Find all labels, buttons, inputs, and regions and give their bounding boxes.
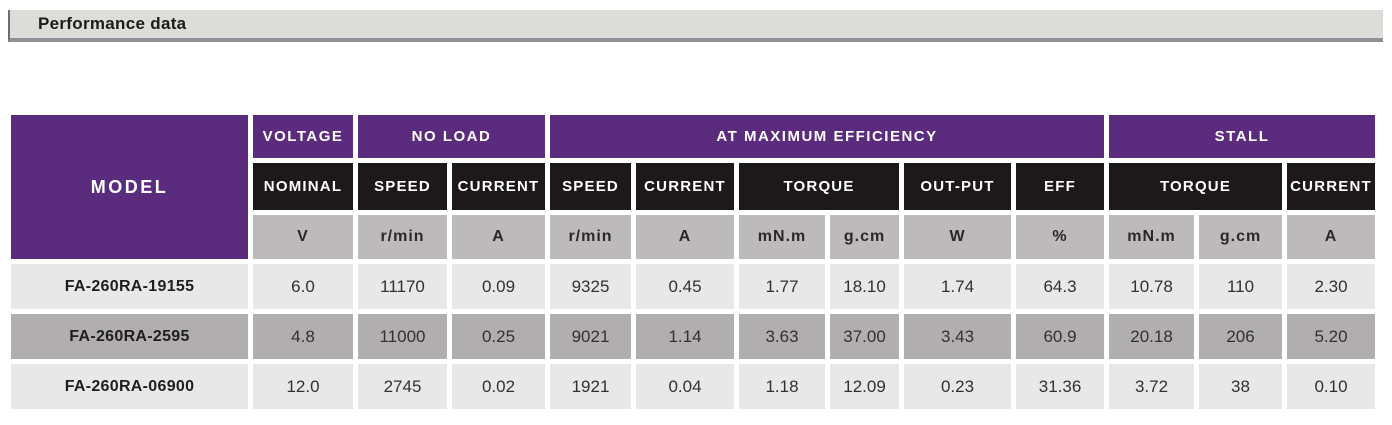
unit-noload-current: A [452, 215, 546, 259]
model-name: FA-260RA-06900 [11, 364, 248, 409]
data-cell: 60.9 [1016, 314, 1105, 359]
header-sub-row: NOMINAL SPEED CURRENT SPEED CURRENT TORQ… [11, 163, 1376, 210]
subheader-noload-current: CURRENT [452, 163, 546, 210]
data-cell: 38 [1199, 364, 1283, 409]
unit-maxeff-torque-gcm: g.cm [830, 215, 900, 259]
subheader-stall-torque: TORQUE [1109, 163, 1283, 210]
subheader-nominal: NOMINAL [253, 163, 353, 210]
subheader-maxeff-current: CURRENT [636, 163, 735, 210]
unit-noload-speed: r/min [358, 215, 447, 259]
section-title: Performance data [38, 14, 187, 33]
table-row: FA-260RA-06900 12.0 2745 0.02 1921 0.04 … [11, 364, 1376, 409]
data-cell: 1.77 [739, 264, 826, 309]
unit-voltage: V [253, 215, 353, 259]
header-group-row: MODEL VOLTAGE NO LOAD AT MAXIMUM EFFICIE… [11, 115, 1376, 259]
data-cell: 3.72 [1109, 364, 1195, 409]
unit-maxeff-speed: r/min [550, 215, 632, 259]
data-cell: 6.0 [253, 264, 353, 309]
data-cell: 3.43 [904, 314, 1012, 359]
data-cell: 18.10 [830, 264, 900, 309]
data-cell: 9325 [550, 264, 632, 309]
data-cell: 1.74 [904, 264, 1012, 309]
data-cell: 3.63 [739, 314, 826, 359]
data-cell: 0.45 [636, 264, 735, 309]
data-cell: 9021 [550, 314, 632, 359]
unit-maxeff-torque-mnm: mN.m [739, 215, 826, 259]
data-cell: 0.09 [452, 264, 546, 309]
header-max-efficiency: AT MAXIMUM EFFICIENCY [550, 115, 1105, 158]
model-name: FA-260RA-19155 [11, 264, 248, 309]
data-cell: 37.00 [830, 314, 900, 359]
subheader-noload-speed: SPEED [358, 163, 447, 210]
subheader-eff: EFF [1016, 163, 1105, 210]
data-cell: 110 [1199, 264, 1283, 309]
data-cell: 2745 [358, 364, 447, 409]
subheader-maxeff-speed: SPEED [550, 163, 632, 210]
data-cell: 11000 [358, 314, 447, 359]
data-cell: 64.3 [1016, 264, 1105, 309]
performance-data-table: MODEL VOLTAGE NO LOAD AT MAXIMUM EFFICIE… [6, 110, 1380, 414]
header-stall: STALL [1109, 115, 1376, 158]
data-cell: 10.78 [1109, 264, 1195, 309]
data-cell: 206 [1199, 314, 1283, 359]
table-row: FA-260RA-2595 4.8 11000 0.25 9021 1.14 3… [11, 314, 1376, 359]
header-no-load: NO LOAD [358, 115, 546, 158]
data-cell: 0.25 [452, 314, 546, 359]
data-cell: 11170 [358, 264, 447, 309]
data-cell: 12.0 [253, 364, 353, 409]
section-title-bar: Performance data [8, 10, 1383, 42]
header-voltage: VOLTAGE [253, 115, 353, 158]
data-cell: 4.8 [253, 314, 353, 359]
data-cell: 5.20 [1287, 314, 1376, 359]
data-cell: 20.18 [1109, 314, 1195, 359]
unit-output-w: W [904, 215, 1012, 259]
subheader-stall-current: CURRENT [1287, 163, 1376, 210]
data-cell: 12.09 [830, 364, 900, 409]
subheader-output: OUT-PUT [904, 163, 1012, 210]
data-cell: 0.23 [904, 364, 1012, 409]
model-name: FA-260RA-2595 [11, 314, 248, 359]
data-cell: 1.18 [739, 364, 826, 409]
data-cell: 31.36 [1016, 364, 1105, 409]
unit-stall-torque-mnm: mN.m [1109, 215, 1195, 259]
data-cell: 1.14 [636, 314, 735, 359]
table-row: FA-260RA-19155 6.0 11170 0.09 9325 0.45 … [11, 264, 1376, 309]
subheader-maxeff-torque: TORQUE [739, 163, 900, 210]
data-cell: 0.04 [636, 364, 735, 409]
unit-stall-current: A [1287, 215, 1376, 259]
data-cell: 2.30 [1287, 264, 1376, 309]
data-cell: 0.10 [1287, 364, 1376, 409]
header-units-row: V r/min A r/min A mN.m g.cm W % mN.m g.c… [11, 215, 1376, 259]
data-cell: 1921 [550, 364, 632, 409]
unit-eff-percent: % [1016, 215, 1105, 259]
data-cell: 0.02 [452, 364, 546, 409]
header-model: MODEL [11, 115, 248, 259]
unit-stall-torque-gcm: g.cm [1199, 215, 1283, 259]
unit-maxeff-current: A [636, 215, 735, 259]
